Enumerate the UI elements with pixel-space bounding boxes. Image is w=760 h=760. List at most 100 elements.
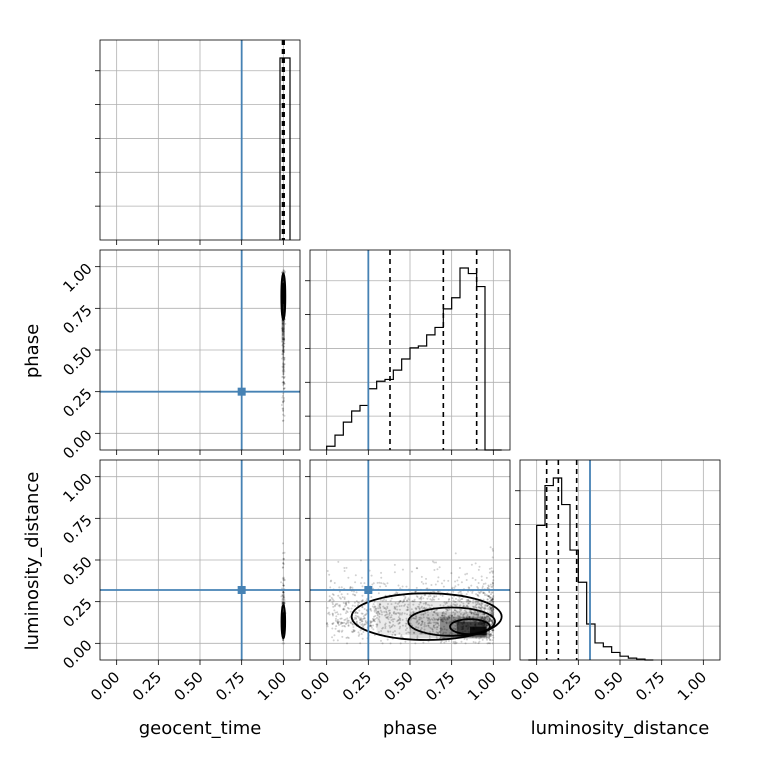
sample-point bbox=[436, 614, 439, 617]
sample-point bbox=[386, 617, 389, 620]
sample-point bbox=[400, 613, 403, 616]
sample-point bbox=[281, 602, 284, 605]
sample-point bbox=[453, 600, 456, 603]
sample-point bbox=[363, 614, 366, 617]
sample-point bbox=[330, 579, 333, 582]
sample-point bbox=[282, 366, 285, 369]
sample-point bbox=[344, 623, 347, 626]
sample-point bbox=[358, 633, 361, 636]
sample-point bbox=[486, 614, 489, 617]
sample-point bbox=[395, 605, 398, 608]
sample-point bbox=[487, 585, 490, 588]
sample-point bbox=[485, 593, 488, 596]
sample-point bbox=[441, 620, 444, 623]
sample-point bbox=[481, 638, 484, 641]
sample-point bbox=[360, 612, 363, 615]
sample-point bbox=[442, 620, 445, 623]
sample-point bbox=[386, 616, 389, 619]
sample-point bbox=[281, 327, 284, 330]
sample-point bbox=[394, 634, 397, 637]
sample-point bbox=[281, 337, 284, 340]
sample-point bbox=[282, 407, 285, 410]
sample-point bbox=[455, 610, 458, 613]
sample-point bbox=[379, 603, 382, 606]
sample-point bbox=[282, 563, 285, 566]
sample-point bbox=[420, 596, 423, 599]
sample-point bbox=[470, 563, 473, 566]
sample-point bbox=[399, 642, 402, 645]
sample-point bbox=[372, 582, 375, 585]
sample-point bbox=[281, 323, 284, 326]
sample-point bbox=[490, 570, 493, 573]
sample-point bbox=[355, 618, 358, 621]
sample-point bbox=[399, 619, 402, 622]
sample-point bbox=[357, 603, 360, 606]
sample-point bbox=[488, 567, 491, 570]
sample-point bbox=[347, 601, 350, 604]
sample-point bbox=[420, 580, 423, 583]
sample-point bbox=[490, 607, 493, 610]
sample-point bbox=[431, 598, 434, 601]
sample-point bbox=[441, 614, 444, 617]
sample-point bbox=[383, 614, 386, 617]
sample-point bbox=[354, 614, 357, 617]
sample-point bbox=[363, 608, 366, 611]
sample-point bbox=[491, 585, 494, 588]
sample-point bbox=[427, 624, 430, 627]
sample-point bbox=[490, 612, 493, 615]
sample-point bbox=[359, 582, 362, 585]
sample-point bbox=[339, 613, 342, 616]
sample-point bbox=[282, 558, 285, 561]
sample-point bbox=[489, 607, 492, 610]
sample-point bbox=[446, 609, 449, 612]
sample-point bbox=[282, 322, 285, 325]
sample-point bbox=[282, 602, 285, 605]
sample-point bbox=[415, 617, 418, 620]
sample-point bbox=[435, 618, 438, 621]
sample-point bbox=[454, 618, 457, 621]
sample-point bbox=[393, 618, 396, 621]
sample-point bbox=[448, 615, 451, 618]
sample-point bbox=[420, 613, 423, 616]
sample-point bbox=[282, 400, 285, 403]
sample-point bbox=[409, 622, 412, 625]
sample-point bbox=[491, 581, 494, 584]
sample-point bbox=[475, 604, 478, 607]
sample-point bbox=[432, 624, 435, 627]
sample-point bbox=[491, 621, 494, 624]
sample-point bbox=[377, 610, 380, 613]
sample-point bbox=[413, 631, 416, 634]
sample-point bbox=[280, 403, 283, 406]
sample-point bbox=[433, 618, 436, 621]
sample-point bbox=[282, 596, 285, 599]
sample-point bbox=[490, 618, 493, 621]
sample-point bbox=[490, 599, 493, 602]
sample-point bbox=[428, 634, 431, 637]
sample-point bbox=[282, 338, 285, 341]
sample-point bbox=[431, 560, 434, 563]
sample-point bbox=[465, 579, 468, 582]
sample-point bbox=[424, 602, 427, 605]
sample-point bbox=[384, 607, 387, 610]
sample-point bbox=[281, 597, 284, 600]
sample-point bbox=[487, 604, 490, 607]
sample-point bbox=[337, 560, 340, 563]
sample-point bbox=[414, 617, 417, 620]
sample-point bbox=[346, 619, 349, 622]
sample-point bbox=[415, 621, 418, 624]
sample-point bbox=[420, 595, 423, 598]
sample-point bbox=[480, 608, 483, 611]
sample-point bbox=[393, 633, 396, 636]
sample-point bbox=[282, 332, 285, 335]
sample-point bbox=[350, 622, 353, 625]
sample-point bbox=[445, 613, 448, 616]
sample-point bbox=[488, 633, 491, 636]
sample-point bbox=[383, 583, 386, 586]
sample-point bbox=[340, 617, 343, 620]
sample-point bbox=[467, 599, 470, 602]
sample-point bbox=[456, 603, 459, 606]
sample-point bbox=[466, 605, 469, 608]
sample-point bbox=[491, 600, 494, 603]
sample-point bbox=[436, 580, 439, 583]
sample-point bbox=[362, 615, 365, 618]
